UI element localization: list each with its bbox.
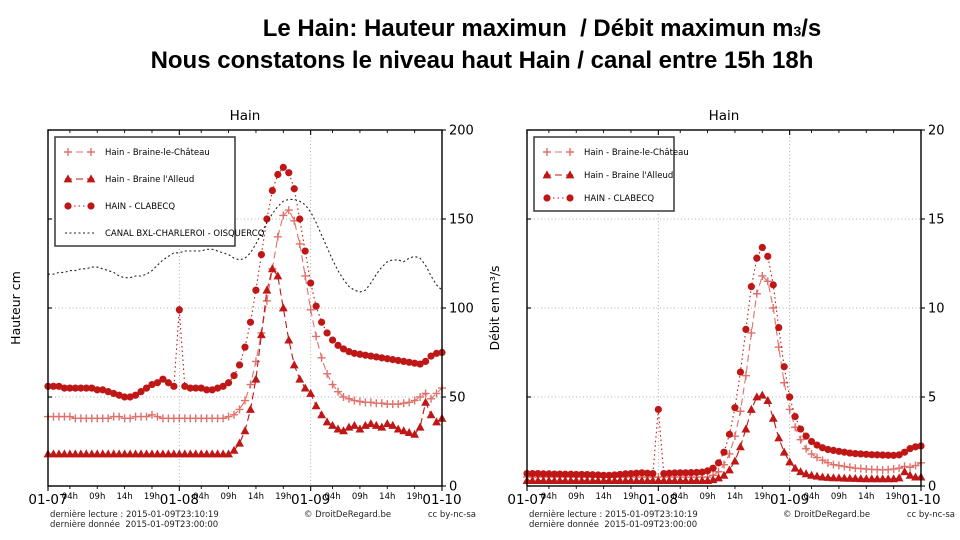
svg-text:HAIN - CLABECQ: HAIN - CLABECQ [584, 194, 654, 204]
svg-text:14h: 14h [858, 492, 874, 502]
hauteur-chart: 0 50 100 150 200 01-07 01-08 01-09 01-10 04h 09h 14… [8, 104, 478, 534]
series-hain-clabecq [523, 243, 925, 479]
debit-chart-footer: dernière lecture : 2015-01-09T23:10:19 d… [487, 510, 957, 530]
chart-legend: Hain - Braine-le-Château Hain - Braine l'… [54, 136, 265, 247]
svg-text:Hain - Braine l'Alleud: Hain - Braine l'Alleud [584, 171, 673, 181]
svg-text:09h: 09h [352, 492, 368, 502]
svg-text:14h: 14h [596, 492, 612, 502]
svg-text:14h: 14h [727, 492, 743, 502]
hauteur-chart-footer: dernière lecture : 2015-01-09T23:10:19 d… [8, 510, 478, 530]
svg-text:04h: 04h [803, 492, 819, 502]
svg-text:01-07: 01-07 [28, 492, 67, 508]
svg-text:0: 0 [928, 480, 936, 495]
title-block: Le Hain: Hauteur maximun / Débit maximun… [0, 14, 960, 76]
svg-text:14h: 14h [248, 492, 264, 502]
chart-legend: Hain - Braine-le-Château Hain - Braine l'… [533, 136, 689, 212]
footer-credits: © DroitDeRegard.be cc by-nc-sa [304, 510, 476, 520]
svg-text:09h: 09h [699, 492, 715, 502]
svg-text:Hain - Braine-le-Château: Hain - Braine-le-Château [105, 148, 210, 158]
svg-text:04h: 04h [541, 492, 557, 502]
svg-text:09h: 09h [220, 492, 236, 502]
svg-text:14h: 14h [117, 492, 133, 502]
svg-text:200: 200 [449, 124, 474, 139]
chart-title: Hain [230, 108, 261, 124]
footer-credits: © DroitDeRegard.be cc by-nc-sa [783, 510, 955, 520]
svg-text:09h: 09h [89, 492, 105, 502]
svg-text:01-09: 01-09 [291, 492, 330, 508]
svg-text:0: 0 [449, 480, 457, 495]
svg-text:04h: 04h [62, 492, 78, 502]
svg-text:01-10: 01-10 [901, 492, 940, 508]
svg-text:14h: 14h [379, 492, 395, 502]
axis-ticks-labels: 0 5 10 15 20 01-07 01-08 01-09 01-10 04h 09h 14h 19h… [507, 124, 944, 509]
svg-text:01-10: 01-10 [422, 492, 461, 508]
gridlines [527, 130, 921, 486]
footer-lecture: dernière lecture : 2015-01-09T23:10:19 [50, 510, 219, 520]
axis-ticks-labels: 0 50 100 150 200 01-07 01-08 01-09 01-10 04h 09h 14… [28, 124, 473, 509]
svg-text:19h: 19h [886, 492, 902, 502]
svg-text:01-09: 01-09 [770, 492, 809, 508]
svg-text:15: 15 [928, 213, 945, 228]
footer-donnee: dernière donnée 2015-01-09T23:00:00 [529, 520, 698, 530]
footer-donnee: dernière donnée 2015-01-09T23:00:00 [50, 520, 219, 530]
footer-lecture: dernière lecture : 2015-01-09T23:10:19 [529, 510, 698, 520]
svg-text:20: 20 [928, 124, 945, 139]
svg-text:19h: 19h [623, 492, 639, 502]
svg-text:Hain - Braine-le-Château: Hain - Braine-le-Château [584, 148, 689, 158]
svg-text:01-07: 01-07 [507, 492, 546, 508]
svg-text:150: 150 [449, 213, 474, 228]
svg-text:Hain - Braine l'Alleud: Hain - Braine l'Alleud [105, 175, 194, 185]
debit-chart-svg: 0 5 10 15 20 01-07 01-08 01-09 01-10 04h 09h 14h 19h… [487, 108, 945, 509]
debit-chart: 0 5 10 15 20 01-07 01-08 01-09 01-10 04h 09h 14h 19h… [487, 104, 957, 534]
svg-text:CANAL BXL-CHARLEROI - OISQUERC: CANAL BXL-CHARLEROI - OISQUERCQ [105, 229, 265, 239]
svg-text:04h: 04h [193, 492, 209, 502]
series-hain-clabecq [44, 163, 446, 401]
hauteur-chart-svg: 0 50 100 150 200 01-07 01-08 01-09 01-10 04h 09h 14… [8, 108, 474, 509]
slide-title-line1: Le Hain: Hauteur maximun / Débit maximun… [62, 14, 960, 46]
series-canal-bxl-charleroi-oisquercq [48, 198, 443, 293]
chart-title: Hain [709, 108, 740, 124]
series-hain-braine-l-alleud [522, 390, 926, 485]
y-axis-label: Débit en m³/s [487, 265, 502, 350]
slide-title-line2: Nous constatons le niveau haut Hain / ca… [150, 47, 814, 74]
svg-text:5: 5 [928, 391, 936, 406]
svg-text:04h: 04h [324, 492, 340, 502]
svg-text:04h: 04h [672, 492, 688, 502]
y-axis-label: Hauteur cm [8, 271, 23, 345]
footer-copyright: © DroitDeRegard.be [303, 510, 392, 520]
title-line1-text: Le Hain: Hauteur maximun / Débit maximun… [262, 15, 794, 42]
title-line1-sub3: 3 [793, 23, 802, 39]
svg-text:19h: 19h [754, 492, 770, 502]
footer-license: cc by-nc-sa [427, 510, 476, 520]
svg-text:09h: 09h [831, 492, 847, 502]
title-line1-unit: /s [801, 15, 822, 42]
footer-copyright: © DroitDeRegard.be [782, 510, 871, 520]
svg-text:19h: 19h [144, 492, 160, 502]
svg-text:HAIN - CLABECQ: HAIN - CLABECQ [105, 202, 175, 212]
svg-text:09h: 09h [568, 492, 584, 502]
footer-readings: dernière lecture : 2015-01-09T23:10:19 d… [50, 510, 219, 530]
footer-license: cc by-nc-sa [906, 510, 955, 520]
svg-text:50: 50 [449, 391, 466, 406]
svg-text:19h: 19h [407, 492, 423, 502]
svg-text:10: 10 [928, 302, 945, 317]
svg-text:100: 100 [449, 302, 474, 317]
series-hain-braine-le-ch-teau [44, 206, 446, 423]
svg-text:01-08: 01-08 [639, 492, 678, 508]
svg-text:19h: 19h [275, 492, 291, 502]
footer-readings: dernière lecture : 2015-01-09T23:10:19 d… [529, 510, 698, 530]
svg-text:01-08: 01-08 [160, 492, 199, 508]
